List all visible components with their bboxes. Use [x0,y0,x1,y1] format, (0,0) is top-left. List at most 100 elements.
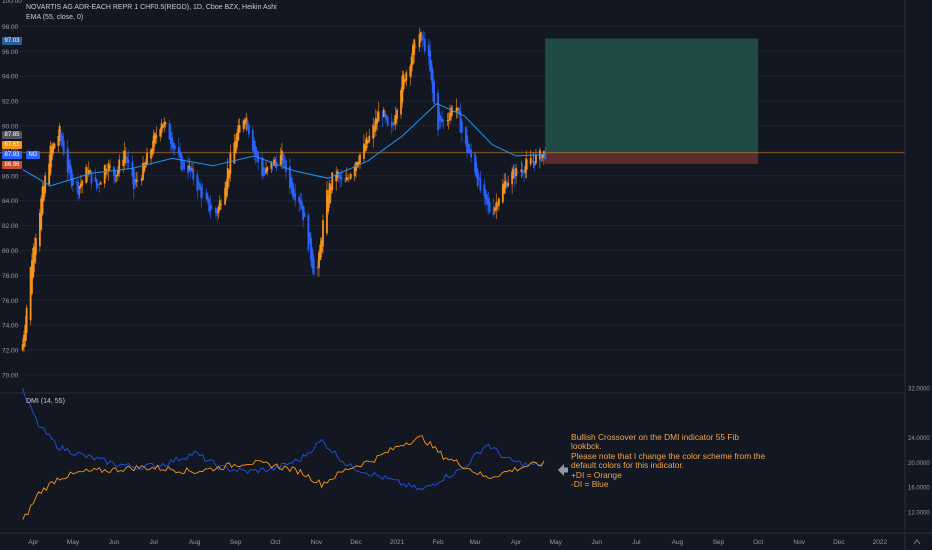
candle-body [140,178,143,181]
candle-body [247,125,250,135]
annotation-note[interactable]: Bullish Crossover on the DMI indicator 5… [571,432,765,489]
candle-body [479,178,482,191]
symbol-title[interactable]: NOVARTIS AG ADR-EACH REPR 1 CHF0.5(REGD)… [26,4,277,11]
price-tick-label: 92.00 [2,99,19,106]
candle-body [329,186,332,194]
candle-body [70,169,73,186]
candle-body [413,39,416,55]
candle-body [496,205,499,207]
candle-body [161,124,164,129]
candle-body [135,179,138,182]
candle-body [270,161,273,169]
price-tick-label: 96.00 [2,49,19,56]
candle-body [76,181,78,184]
candle-body [495,202,498,210]
candle-body [402,74,405,90]
candle-body [311,249,314,269]
candle-body [431,70,434,93]
candle-body [146,152,148,165]
stop-zone[interactable] [545,152,759,164]
time-tick-label: Jun [592,539,603,546]
time-axis[interactable]: Apr May Jun Jul Aug Sep Oct Nov Dec 2021 Feb Mar Apr… [28,539,887,546]
candle-body [238,125,241,133]
ema-legend[interactable]: EMA (55, close, 0) [26,14,84,21]
candle-body [229,153,232,175]
candle-body [533,161,536,166]
candle-body [58,125,61,142]
candle-body [458,108,461,114]
candle-body [390,121,393,127]
candle-body [451,110,454,113]
candle-body [292,188,295,198]
price-tick-label: 100.00 [2,0,22,5]
candle-body [507,182,510,187]
candle-body [53,143,56,149]
candle-body [254,146,257,156]
candle-body [206,195,209,202]
candle-body [103,165,106,184]
candle-body [467,144,470,153]
candle-body [183,162,185,170]
time-tick-label: Jul [632,539,641,546]
candle-body [385,115,388,120]
candle-body [294,193,297,201]
candle-body [319,244,322,261]
candle-body [364,145,367,152]
candle-body [159,129,162,137]
candle-body [308,232,311,244]
price-badge: 87.83 [2,151,22,159]
price-tick-label: 72.00 [2,348,19,355]
candle-body [450,107,453,117]
candle-body [455,107,458,112]
dmi-axis[interactable]: 32.0000 24.0000 20.0000 16.0000 12.0000 [908,387,930,517]
candle-body [99,182,102,185]
candle-body [520,169,523,172]
candle-body [33,246,36,263]
dmi-tick-label: 24.0000 [908,436,930,442]
grid-lines [0,25,905,376]
candle-body [404,79,406,82]
candle-body [265,168,267,173]
candle-body [497,198,500,206]
candle-body [456,107,459,110]
candle-body [160,123,163,133]
candle-body [433,81,435,104]
candle-body [447,119,450,121]
candle-body [531,161,533,163]
dmi-tick-label: 12.0000 [908,511,930,517]
candle-body [216,210,219,216]
candle-body [299,199,302,205]
candle-body [168,123,171,140]
candle-body [484,190,487,199]
candle-body [142,162,144,180]
candle-body [271,165,274,167]
candle-body [123,150,126,163]
candle-body [95,179,98,189]
candle-body [376,119,379,124]
dmi-legend[interactable]: DMI (14, 55) [26,398,65,405]
candle-body [427,45,430,57]
price-axis[interactable]: 98.0096.0094.0092.0090.0088.0086.0084.00… [2,0,22,380]
candle-body [77,182,80,196]
target-zone[interactable] [545,38,759,153]
candle-body [48,163,51,185]
candle-body [488,202,491,212]
candle-body [21,344,24,351]
candle-body [151,148,154,155]
candle-body [466,135,469,153]
scroll-up-icon[interactable] [913,539,921,545]
candle-body [136,180,139,182]
candle-body [328,183,331,204]
candle-body [524,166,527,173]
candle-body [429,50,432,71]
candle-body [44,175,47,194]
candle-body [381,116,384,118]
candle-body [382,109,385,117]
candle-body [179,150,181,158]
price-tick-label: 78.00 [2,273,19,280]
candle-body [331,172,334,190]
candle-body [459,110,462,133]
candle-body [474,153,476,173]
candle-body [392,123,394,125]
